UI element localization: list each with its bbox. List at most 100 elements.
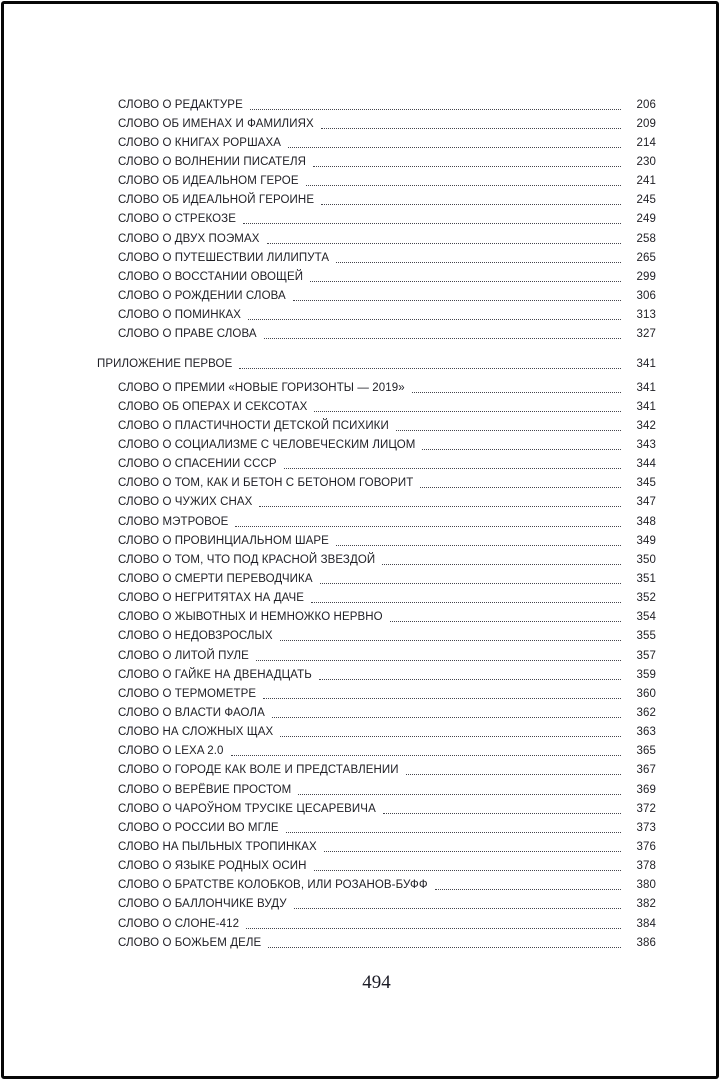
toc-entry: СЛОВО О ПУТЕШЕСТВИИ ЛИЛИПУТА 265 <box>97 247 656 266</box>
toc-entry-title: СЛОВО ОБ ИДЕАЛЬНОЙ ГЕРОИНЕ <box>118 194 315 207</box>
toc-entry-page: 258 <box>636 232 656 245</box>
toc-entry-page: 362 <box>636 707 656 719</box>
dot-leader <box>279 640 621 642</box>
toc-section-appendix: СЛОВО О ПРЕМИИ «НОВЫЕ ГОРИЗОНТЫ — 2019» … <box>97 377 656 951</box>
toc-entry: СЛОВО О ВОЛНЕНИИ ПИСАТЕЛЯ 230 <box>97 151 656 170</box>
toc-entry: СЛОВО О ЛИТОЙ ПУЛЕ 357 <box>97 645 656 664</box>
toc-entry-page: 378 <box>636 860 656 873</box>
toc-entry: СЛОВО О ЧАРОЎНОМ ТРУСІКЕ ЦЕСАРЕВИЧА 372 <box>97 798 656 817</box>
toc-entry: СЛОВО О ЖЫВОТНЫХ И НЕМНОЖКО НЕРВНО 354 <box>97 607 656 626</box>
dot-leader <box>285 831 621 833</box>
toc-entry-title: СЛОВО О НЕГРИТЯТАХ НА ДАЧЕ <box>118 592 305 605</box>
toc-entry: СЛОВО О ПОМИНКАХ 313 <box>97 305 656 324</box>
dot-leader <box>395 429 621 431</box>
toc-entry-title: СЛОВО О СМЕРТИ ПЕРЕВОДЧИКА <box>118 573 313 586</box>
toc-entry: СЛОВО О ПРАВЕ СЛОВА 327 <box>97 324 656 343</box>
dot-leader <box>283 468 621 470</box>
dot-leader <box>292 300 621 302</box>
toc-entry-page: 241 <box>636 175 656 188</box>
toc-entry: СЛОВО О ТОМ, ЧТО ПОД КРАСНОЙ ЗВЕЗДОЙ 350 <box>97 549 656 568</box>
toc-section-header: ПРИЛОЖЕНИЕ ПЕРВОЕ 341 <box>97 354 656 373</box>
toc-section-main: СЛОВО О РЕДАКТУРЕ 206 СЛОВО ОБ ИМЕНАХ И … <box>97 94 656 343</box>
dot-leader <box>336 261 621 263</box>
dot-leader <box>239 368 621 370</box>
toc-entry: СЛОВО НА СЛОЖНЫХ ЩАХ 363 <box>97 722 656 741</box>
dot-leader <box>263 338 621 340</box>
toc-entry: СЛОВО ОБ ИМЕНАХ И ФАМИЛИЯХ 209 <box>97 113 656 132</box>
toc-entry-title: СЛОВО О БАЛЛОНЧИКЕ ВУДУ <box>118 898 287 911</box>
toc-entry-title: СЛОВО О ПОМИНКАХ <box>118 309 241 322</box>
toc-entry-page: 384 <box>636 917 656 930</box>
toc-entry: СЛОВО О ТЕРМОМЕТРЕ 360 <box>97 683 656 702</box>
dot-leader <box>314 410 621 412</box>
toc-entry-title: СЛОВО О ЛИТОЙ ПУЛЕ <box>118 649 249 662</box>
dot-leader <box>405 774 621 776</box>
toc-entry-title: СЛОВО О ПЛАСТИЧНОСТИ ДЕТСКОЙ ПСИХИКИ <box>118 419 389 432</box>
dot-leader <box>323 850 621 852</box>
toc-entry: СЛОВО О ПЛАСТИЧНОСТИ ДЕТСКОЙ ПСИХИКИ 342 <box>97 415 656 434</box>
toc-entry-page: 351 <box>636 573 656 586</box>
dot-leader <box>246 927 621 929</box>
toc-entry-page: 349 <box>636 534 656 547</box>
toc-entry-title: СЛОВО О ПРАВЕ СЛОВА <box>118 328 257 341</box>
dot-leader <box>288 146 621 148</box>
toc-entry: СЛОВО О ГОРОДЕ КАК ВОЛЕ И ПРЕДСТАВЛЕНИИ … <box>97 760 656 779</box>
toc-entry: СЛОВО О ТОМ, КАК И БЕТОН С БЕТОНОМ ГОВОР… <box>97 473 656 492</box>
toc-entry-title: СЛОВО О ПРОВИНЦИАЛЬНОМ ШАРЕ <box>118 534 329 547</box>
toc-entry: СЛОВО О ВЕРЁВИЕ ПРОСТОМ 369 <box>97 779 656 798</box>
toc-entry: СЛОВО МЭТРОВОЕ 348 <box>97 511 656 530</box>
toc-entry-title: СЛОВО О БРАТСТВЕ КОЛОБКОВ, ИЛИ РОЗАНОВ-Б… <box>118 879 428 892</box>
dot-leader <box>271 717 621 718</box>
toc-entry-page: 214 <box>636 136 656 149</box>
toc-entry-page: 265 <box>636 251 656 264</box>
toc-entry-title: СЛОВО О РЕДАКТУРЕ <box>118 98 243 111</box>
dot-leader <box>259 506 621 508</box>
toc-entry-page: 382 <box>636 898 656 911</box>
toc-entry-title: СЛОВО ОБ ОПЕРАХ И СЕКСОТАХ <box>118 400 308 413</box>
dot-leader <box>310 280 621 282</box>
toc-entry: СЛОВО О СТРЕКОЗЕ 249 <box>97 209 656 228</box>
dot-leader <box>313 870 621 872</box>
toc-entry-page: 341 <box>636 381 656 394</box>
toc-entry-title: СЛОВО О ТОМ, ЧТО ПОД КРАСНОЙ ЗВЕЗДОЙ <box>118 553 376 566</box>
toc-entry: СЛОВО О НЕДОВЗРОСЛЫХ 355 <box>97 626 656 645</box>
toc-entry-title: СЛОВО О ЧАРОЎНОМ ТРУСІКЕ ЦЕСАРЕВИЧА <box>118 802 376 815</box>
toc-entry-page: 360 <box>636 687 656 700</box>
dot-leader <box>318 678 621 680</box>
toc-entry: СЛОВО НА ПЫЛЬНЫХ ТРОПИНКАХ 376 <box>97 836 656 855</box>
toc-entry: СЛОВО О ДВУХ ПОЭМАХ 258 <box>97 228 656 247</box>
toc-entry: СЛОВО О ПРЕМИИ «НОВЫЕ ГОРИЗОНТЫ — 2019» … <box>97 377 656 396</box>
toc-entry: СЛОВО О ВОССТАНИИ ОВОЩЕЙ 299 <box>97 266 656 285</box>
dot-leader <box>280 736 621 738</box>
toc-entry: СЛОВО ОБ ИДЕАЛЬНОМ ГЕРОЕ 241 <box>97 171 656 190</box>
toc-entry-title: СЛОВО О ВЕРЁВИЕ ПРОСТОМ <box>118 783 292 796</box>
toc-entry: СЛОВО О СМЕРТИ ПЕРЕВОДЧИКА 351 <box>97 568 656 587</box>
toc-entry-page: 354 <box>636 611 656 624</box>
toc-entry-title: СЛОВО ОБ ИМЕНАХ И ФАМИЛИЯХ <box>118 117 314 130</box>
toc-section-header-page: 341 <box>636 358 656 371</box>
toc-entry-title: СЛОВО О СОЦИАЛИЗМЕ С ЧЕЛОВЕЧЕСКИМ ЛИЦОМ <box>118 439 416 452</box>
dot-leader <box>255 659 621 661</box>
toc-entry-page: 342 <box>636 419 656 432</box>
toc-entry-page: 376 <box>636 840 656 853</box>
toc-entry-title: СЛОВО О РОССИИ ВО МГЛЕ <box>118 821 279 834</box>
toc-entry-title: СЛОВО О ПУТЕШЕСТВИИ ЛИЛИПУТА <box>118 251 330 264</box>
toc-entry: СЛОВО О СОЦИАЛИЗМЕ С ЧЕЛОВЕЧЕСКИМ ЛИЦОМ … <box>97 434 656 453</box>
toc-section-header-title: ПРИЛОЖЕНИЕ ПЕРВОЕ <box>97 358 233 371</box>
toc-entry: СЛОВО О БОЖЬЕМ ДЕЛЕ 386 <box>97 932 656 951</box>
toc-entry: СЛОВО О СПАСЕНИИ СССР 344 <box>97 454 656 473</box>
dot-leader <box>320 127 621 129</box>
toc-entry-page: 230 <box>636 156 656 169</box>
toc-entry-page: 380 <box>636 879 656 892</box>
toc-entry: СЛОВО О РЕДАКТУРЕ 206 <box>97 94 656 113</box>
toc-entry-page: 344 <box>636 458 656 471</box>
toc-entry-page: 365 <box>636 745 656 758</box>
toc-entry: СЛОВО О БАЛЛОНЧИКЕ ВУДУ 382 <box>97 894 656 913</box>
toc-entry-page: 357 <box>636 649 656 662</box>
toc-entry-page: 313 <box>636 309 656 322</box>
toc-entry-title: СЛОВО О СЛОНЕ-412 <box>118 917 240 930</box>
toc-entry-title: СЛОВО О ЯЗЫКЕ РОДНЫХ ОСИН <box>118 860 307 873</box>
toc-entry: СЛОВО О ВЛАСТИ ФАОЛА 362 <box>97 702 656 721</box>
toc-entry-page: 341 <box>636 400 656 413</box>
toc-entry: СЛОВО О НЕГРИТЯТАХ НА ДАЧЕ 352 <box>97 588 656 607</box>
